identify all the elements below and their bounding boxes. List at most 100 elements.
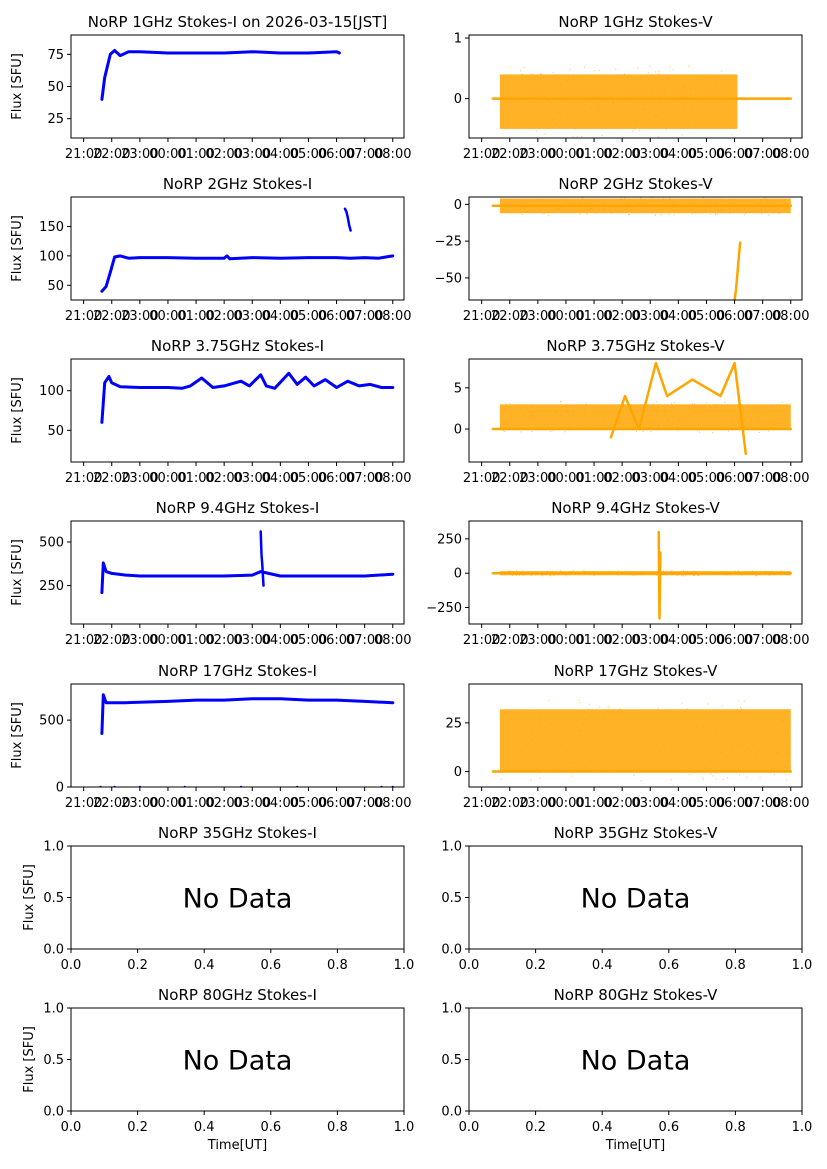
scatter-dot: [632, 130, 634, 132]
scatter-dot: [731, 199, 734, 201]
scatter-dot: [520, 431, 522, 433]
subplot-8: NoRP 17GHz Stokes-I 0 500 21:0022:0023:0000…: [10, 662, 411, 811]
scatter-dot: [502, 208, 504, 211]
scatter-dot: [767, 199, 769, 202]
x-tick-label: 00:00: [547, 471, 584, 486]
scatter-dot: [690, 94, 692, 97]
scatter-dot: [541, 418, 543, 420]
scatter-dot: [658, 101, 661, 104]
scatter-dot: [693, 574, 695, 577]
x-tick-label: 01:00: [575, 309, 612, 324]
scatter-dot: [506, 424, 509, 427]
x-tick-label: 04:00: [262, 633, 299, 648]
y-axis-label: Flux [SFU]: [10, 53, 25, 120]
scatter-dot: [543, 133, 545, 135]
scatter-dot: [788, 714, 790, 716]
scatter-dot: [639, 759, 641, 761]
x-tick-label: 08:00: [374, 471, 411, 486]
scatter-dot: [634, 574, 636, 577]
scatter-dot: [530, 739, 533, 741]
axes-frame: [70, 683, 405, 788]
scatter-dot: [575, 128, 577, 130]
scatter-dot: [652, 403, 654, 405]
scatter-dot: [554, 411, 557, 414]
scatter-dot: [575, 87, 577, 90]
x-tick-label: 23:00: [519, 471, 556, 486]
scatter-dot: [763, 208, 766, 211]
scatter-dot: [625, 750, 627, 752]
subplot-1: NoRP 1GHz Stokes-V 0 1 21:0022:0023:0000:00…: [454, 13, 810, 162]
x-tick-label: 21:00: [65, 309, 102, 324]
y-tick-label: 50: [47, 279, 64, 294]
scatter-dot: [640, 780, 642, 782]
scatter-dot: [517, 210, 519, 212]
scatter-dot: [553, 767, 555, 770]
scatter-dot: [633, 774, 635, 776]
scatter-dot: [734, 570, 736, 572]
scatter-dot: [573, 199, 575, 202]
scatter-dot: [560, 570, 562, 572]
scatter-dot: [559, 127, 561, 129]
scatter-dot: [651, 410, 654, 412]
scatter-dot: [523, 413, 526, 415]
scatter-dot: [636, 760, 638, 762]
scatter-dot: [658, 70, 660, 72]
y-tick-label: 5: [454, 381, 462, 396]
scatter-dot: [514, 201, 517, 203]
data-layer: [100, 371, 395, 424]
scatter-dot: [687, 122, 690, 125]
scatter-dot: [547, 99, 549, 101]
scatter-dot: [579, 415, 581, 417]
x-tick-label: 0.2: [127, 958, 148, 973]
scatter-dot: [631, 709, 633, 711]
x-tick-label: 06:00: [716, 796, 753, 811]
subplot-3: NoRP 2GHz Stokes-V −50 −25 0 21:0022:0023:00…: [435, 175, 810, 324]
scatter-dot: [657, 136, 659, 138]
x-tick-label: 00:00: [547, 309, 584, 324]
scatter-dot: [760, 208, 762, 210]
x-tick-label: 21:00: [65, 796, 102, 811]
x-tick-label: 0.6: [260, 958, 281, 973]
scatter-dot: [530, 101, 532, 103]
scatter-dot: [559, 84, 561, 86]
x-tick-label: 04:00: [660, 471, 697, 486]
scatter-dot: [771, 406, 773, 408]
scatter-dot: [710, 773, 712, 775]
scatter-dot: [509, 402, 511, 404]
scatter-dot: [500, 778, 502, 780]
data-layer: [491, 65, 793, 138]
scatter-dot: [766, 570, 768, 573]
scatter-dot: [512, 719, 514, 721]
scatter-dot: [709, 117, 711, 119]
x-tick-label: 0.8: [327, 1120, 348, 1135]
scatter-dot: [540, 198, 543, 201]
scatter-dot: [712, 432, 714, 434]
x-tick-label: 00:00: [547, 633, 584, 648]
scatter-dot: [694, 403, 696, 405]
scatter-dot: [544, 96, 546, 98]
x-tick-label: 03:00: [234, 633, 271, 648]
scatter-dot: [655, 411, 658, 413]
x-tick-label: 05:00: [688, 796, 725, 811]
x-tick-label: 07:00: [346, 633, 383, 648]
scatter-dot: [547, 211, 549, 213]
scatter-dot: [569, 762, 571, 764]
scatter-dot: [588, 100, 591, 102]
scatter-dot: [574, 761, 576, 764]
scatter-dot: [767, 421, 769, 423]
scatter-dot: [777, 412, 779, 414]
scatter-dot: [737, 202, 740, 204]
scatter-dot: [539, 712, 541, 714]
scatter-dot: [743, 700, 745, 703]
scatter-dot: [540, 73, 542, 76]
x-tick-label: 01:00: [177, 309, 214, 324]
x-tick-label: 0.8: [725, 958, 746, 973]
scatter-dot: [650, 211, 653, 213]
scatter-dot: [732, 198, 735, 201]
x-tick-label: 23:00: [121, 796, 158, 811]
scatter-dot: [606, 79, 609, 81]
scatter-dot: [676, 574, 678, 577]
scatter-dot: [570, 713, 573, 715]
scatter-dot: [499, 416, 502, 419]
x-tick-label: 07:00: [744, 309, 781, 324]
